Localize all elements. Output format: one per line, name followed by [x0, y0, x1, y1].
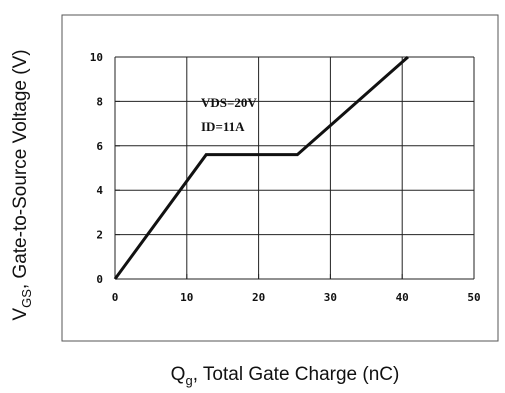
y-tick-label: 8 [96, 95, 103, 108]
y-axis-title-rest: , Gate-to-Source Voltage (V) [10, 49, 31, 289]
annotation-layer: VDS=20V ID=11A [201, 95, 257, 134]
x-tick-label: 40 [396, 291, 409, 304]
y-tick-label: 10 [90, 51, 103, 64]
y-tick-label: 2 [96, 229, 103, 242]
y-axis-title: VGS, Gate-to-Source Voltage (V) [10, 49, 34, 320]
annotation-id: ID=11A [201, 119, 245, 134]
axis-layer [114, 56, 475, 280]
x-tick-label: 50 [467, 291, 480, 304]
x-axis-title: Qg, Total Gate Charge (nC) [171, 364, 400, 388]
series-layer [113, 55, 409, 280]
tick-label-layer: 0 10 20 30 40 50 0 2 4 6 8 10 [90, 51, 481, 304]
x-axis-title-rest: , Total Gate Charge (nC) [193, 364, 400, 385]
grid-layer [115, 56, 475, 279]
x-tick-label: 30 [324, 291, 337, 304]
y-tick-label: 4 [96, 184, 103, 197]
x-axis-title-main: Q [171, 364, 186, 385]
y-tick-label: 0 [96, 273, 103, 286]
x-tick-label: 10 [180, 291, 193, 304]
y-tick-label: 6 [96, 140, 103, 153]
x-axis-title-subscript: g [185, 373, 192, 388]
annotation-vds: VDS=20V [201, 95, 257, 110]
y-axis-title-main: V [10, 308, 31, 321]
gate-charge-curve [113, 55, 409, 280]
x-tick-label: 20 [252, 291, 265, 304]
x-tick-label: 0 [112, 291, 119, 304]
plot-frame [61, 14, 499, 342]
y-axis-title-subscript: GS [19, 289, 34, 308]
